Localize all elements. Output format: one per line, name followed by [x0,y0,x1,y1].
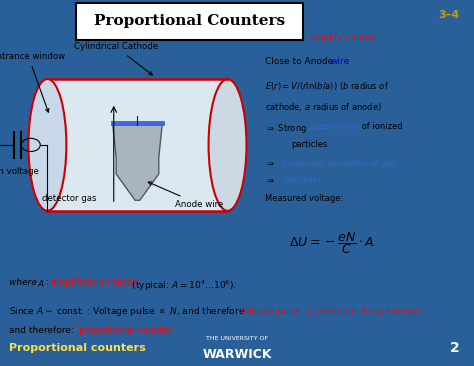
Polygon shape [113,125,162,200]
Text: amplification factor: amplification factor [51,278,140,287]
Text: and therefore:: and therefore: [9,326,77,335]
Text: cascade!: cascade! [283,176,321,186]
Text: Cylindrical Cathode: Cylindrical Cathode [74,42,158,75]
FancyBboxPatch shape [76,3,303,40]
Text: WARWICK: WARWICK [202,348,272,361]
Text: $\Delta U = -\dfrac{eN}{C} \cdot A$: $\Delta U = -\dfrac{eN}{C} \cdot A$ [289,230,374,256]
Text: "proportional counter": "proportional counter" [75,326,176,335]
Text: $A$: $A$ [37,278,45,290]
Text: THE UNIVERSITY OF: THE UNIVERSITY OF [206,336,268,341]
Text: acceleration: acceleration [309,122,361,131]
Text: Close to Anode: Close to Anode [265,57,334,66]
Text: :: : [46,278,52,287]
Text: particles: particles [292,140,328,149]
Text: (typical: $A = 10^4 \ldots 10^6$).: (typical: $A = 10^4 \ldots 10^6$). [129,278,237,293]
Text: amplify charge: amplify charge [309,33,377,42]
Ellipse shape [209,79,246,211]
Text: High voltage: High voltage [0,167,39,176]
Text: Voltage pulse $\propto$ detected X-ray energy!: Voltage pulse $\propto$ detected X-ray e… [239,305,422,318]
Text: 3–4: 3–4 [438,10,460,20]
Text: :: : [346,57,349,66]
Text: $E(r) = V/(r\ln(b/a))$ ($b$ radius of: $E(r) = V/(r\ln(b/a))$ ($b$ radius of [265,81,390,92]
Text: Proportional Counters: Proportional Counters [94,14,285,29]
Text: Proportional counters: Proportional counters [9,343,146,353]
Text: Solution:: Solution: [265,33,305,42]
Bar [47,79,228,211]
Text: 2: 2 [450,341,460,355]
Text: $\Rightarrow$: $\Rightarrow$ [265,158,278,168]
Text: Entrance window: Entrance window [0,52,65,112]
Text: $\Rightarrow$ Strong: $\Rightarrow$ Strong [265,122,308,135]
Text: Measured voltage:: Measured voltage: [265,194,344,203]
Text: $\Rightarrow$: $\Rightarrow$ [265,176,278,186]
Text: detector gas: detector gas [42,194,96,203]
Text: Anode wire: Anode wire [148,182,224,209]
Text: collisional ionization of gas: collisional ionization of gas [283,158,397,168]
Text: where: where [9,278,40,287]
Text: cathode, $a$ radius of anode): cathode, $a$ radius of anode) [265,101,383,112]
Ellipse shape [28,79,66,211]
Text: wire: wire [331,57,350,66]
Text: Since $A \sim$ const. : Voltage pulse $\propto$ $N$, and therefore: Since $A \sim$ const. : Voltage pulse $\… [9,305,246,318]
Text: of ionized: of ionized [359,122,402,131]
